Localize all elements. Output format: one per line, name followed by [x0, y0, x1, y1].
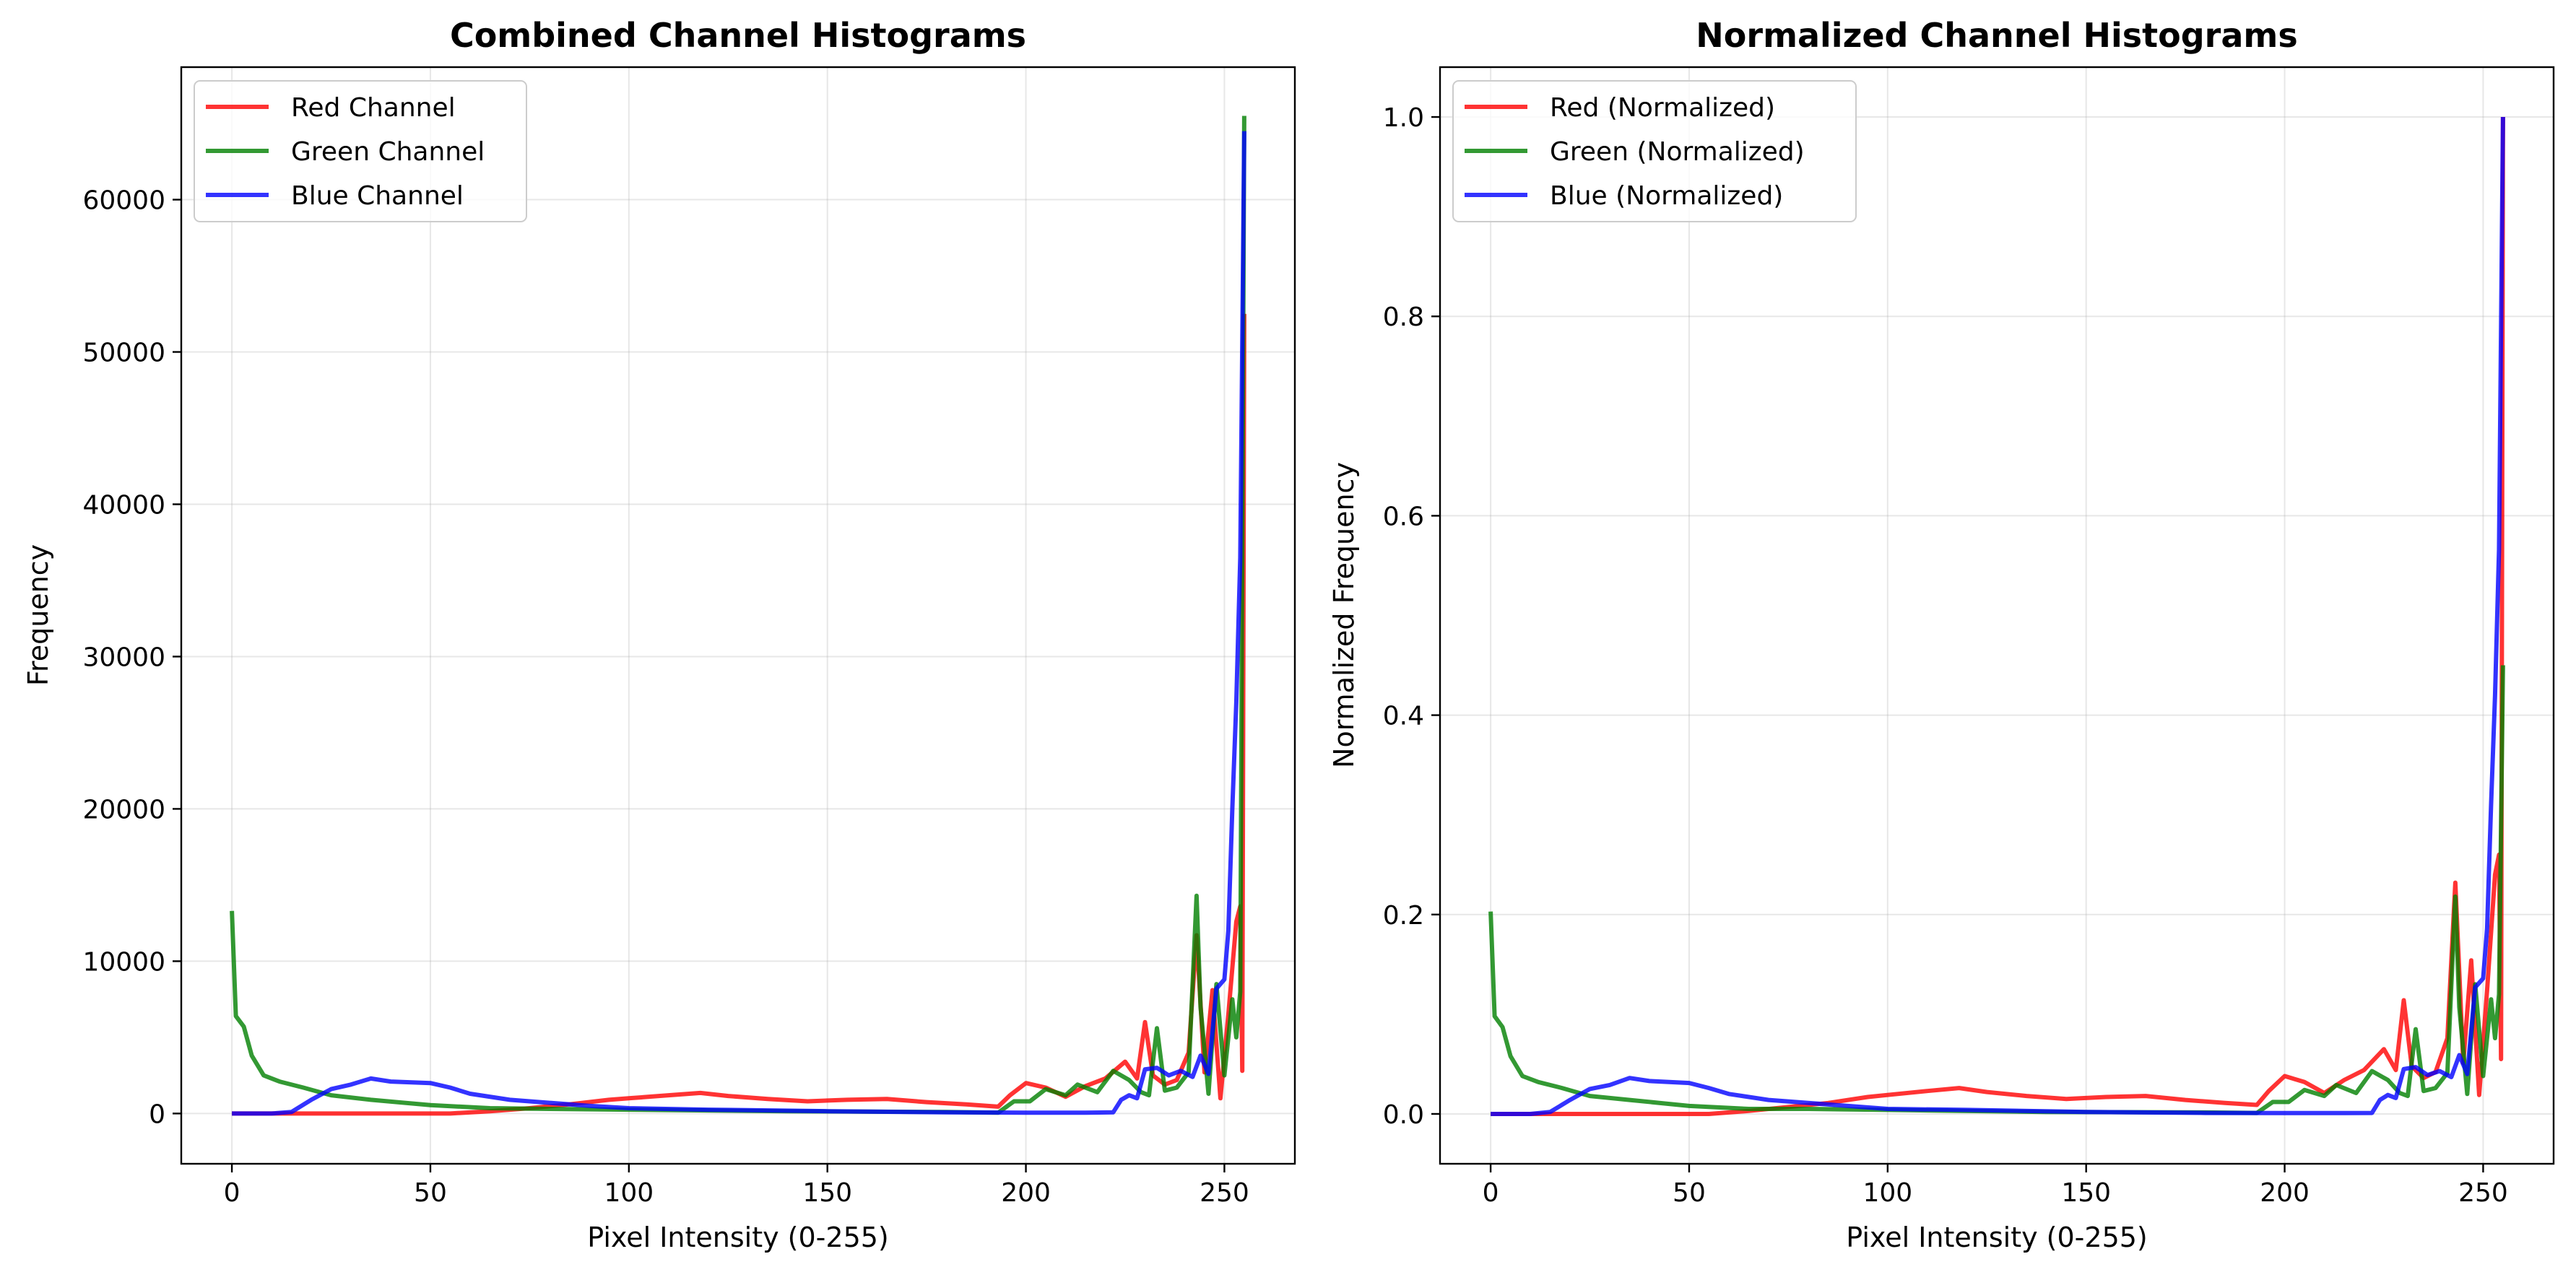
series-line-red	[232, 313, 1246, 1116]
x-tick-label: 100	[604, 1178, 654, 1208]
y-tick-label: 0.4	[1383, 702, 1424, 731]
x-axis-label: Pixel Intensity (0-255)	[587, 1222, 889, 1253]
legend: Red (Normalized) Green (Normalized) Blue…	[1452, 80, 1857, 222]
series-line-red	[1491, 116, 2505, 1116]
series-line-blue	[232, 131, 1246, 1116]
series-line-blue	[1491, 116, 2505, 1116]
y-tick-label: 0.8	[1383, 302, 1424, 332]
x-tick-label: 250	[1200, 1178, 1249, 1208]
x-axis-label: Pixel Intensity (0-255)	[1846, 1222, 2148, 1253]
y-tick-label: 1.0	[1383, 103, 1424, 133]
grid-lines	[1440, 67, 2554, 1164]
y-axis-label: Frequency	[22, 544, 54, 686]
x-tick-label: 200	[2260, 1178, 2310, 1208]
legend-box	[194, 80, 527, 222]
y-ticks: 0.0 0.2 0.4 0.6 0.8 1.0	[1383, 103, 1440, 1130]
x-ticks: 0 50 100 150 200 250	[224, 1164, 1249, 1208]
x-tick-label: 150	[2061, 1178, 2111, 1208]
legend: Red Channel Green Channel Blue Channel	[194, 80, 527, 222]
grid-lines	[181, 67, 1295, 1164]
x-tick-label: 100	[1862, 1178, 1912, 1208]
legend-label-blue: Blue (Normalized)	[1550, 181, 1783, 211]
x-tick-label: 50	[1673, 1178, 1706, 1208]
y-ticks: 0 10000 20000 30000 40000 50000 60000	[82, 186, 181, 1129]
x-tick-label: 150	[802, 1178, 852, 1208]
legend-label-green: Green Channel	[291, 137, 485, 167]
normalized-histogram-panel: 0 50 100 150 200 250 0.0 0.2 0.4 0.6 0.8 1.0 Norma…	[1328, 16, 2555, 1253]
y-tick-label: 10000	[82, 947, 165, 977]
y-tick-label: 0.2	[1383, 901, 1424, 931]
y-tick-label: 50000	[82, 339, 165, 368]
y-axis-label: Normalized Frequency	[1328, 462, 1360, 768]
y-tick-label: 0.0	[1383, 1100, 1424, 1130]
legend-label-red: Red (Normalized)	[1550, 93, 1775, 123]
combined-histogram-panel: 0 50 100 150 200 250 0 10000 20000 30000 40000 500…	[22, 16, 1296, 1253]
chart-title: Normalized Channel Histograms	[1696, 16, 2297, 55]
series-lines	[1488, 116, 2505, 1116]
x-tick-label: 200	[1001, 1178, 1051, 1208]
y-tick-label: 0	[149, 1100, 165, 1129]
x-tick-label: 0	[224, 1178, 240, 1208]
y-tick-label: 60000	[82, 186, 165, 216]
x-tick-label: 50	[414, 1178, 447, 1208]
plot-frame	[1439, 66, 2555, 1165]
y-tick-label: 0.6	[1383, 502, 1424, 531]
legend-label-red: Red Channel	[291, 93, 456, 123]
legend-label-blue: Blue Channel	[291, 181, 464, 211]
legend-box	[1452, 80, 1857, 222]
chart-title: Combined Channel Histograms	[450, 16, 1026, 55]
y-tick-label: 20000	[82, 795, 165, 824]
x-tick-label: 250	[2458, 1178, 2508, 1208]
y-tick-label: 40000	[82, 490, 165, 520]
y-tick-label: 30000	[82, 643, 165, 672]
legend-label-green: Green (Normalized)	[1550, 137, 1805, 167]
x-ticks: 0 50 100 150 200 250	[1483, 1164, 2508, 1208]
plot-area	[1440, 67, 2554, 1164]
series-lines	[230, 116, 1246, 1116]
x-tick-label: 0	[1483, 1178, 1499, 1208]
plot-area	[181, 67, 1295, 1164]
plot-frame	[180, 66, 1296, 1165]
